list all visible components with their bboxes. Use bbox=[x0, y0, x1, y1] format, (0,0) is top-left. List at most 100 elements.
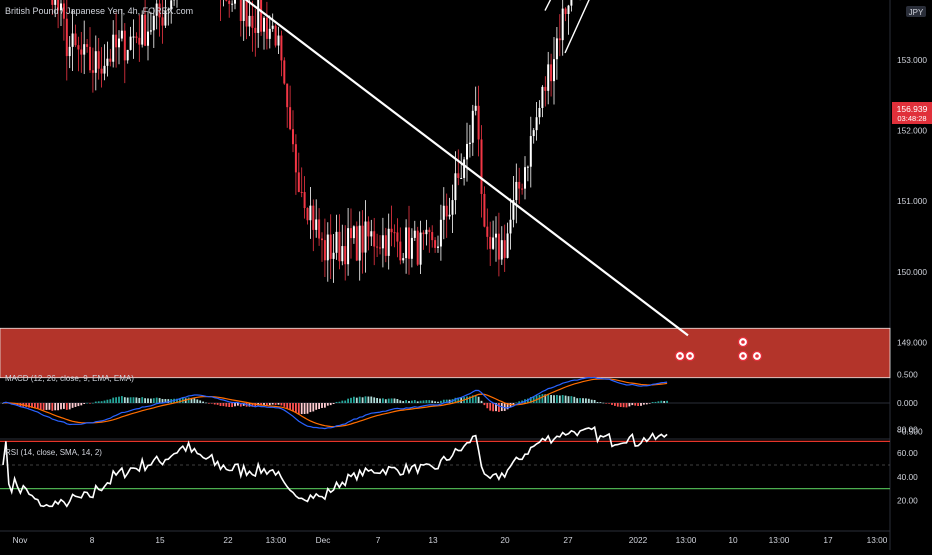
time-tick-label: 8 bbox=[90, 535, 95, 545]
macd-histogram-bar bbox=[83, 403, 85, 404]
candle-body bbox=[324, 240, 326, 260]
rsi-label[interactable]: RSI (14, close, SMA, 14, 2) bbox=[5, 448, 102, 457]
candle-body bbox=[95, 51, 97, 73]
candle-body bbox=[460, 178, 462, 179]
event-marker-dot bbox=[688, 354, 692, 358]
price-tick-label: 151.000 bbox=[897, 196, 927, 206]
macd-histogram-bar bbox=[588, 399, 590, 403]
macd-histogram-bar bbox=[600, 402, 602, 403]
candle-body bbox=[382, 235, 384, 248]
macd-histogram-bar bbox=[54, 403, 56, 410]
macd-histogram-bar bbox=[208, 403, 210, 404]
macd-histogram-bar bbox=[637, 403, 639, 406]
candle-body bbox=[405, 227, 407, 258]
macd-histogram-bar bbox=[388, 399, 390, 403]
macd-histogram-bar bbox=[562, 395, 564, 403]
macd-histogram-bar bbox=[663, 401, 665, 403]
macd-histogram-bar bbox=[411, 401, 413, 403]
macd-histogram-bar bbox=[298, 403, 300, 414]
event-marker-icon[interactable] bbox=[752, 351, 761, 360]
candle-body bbox=[475, 106, 477, 111]
macd-histogram-bar bbox=[597, 402, 599, 403]
macd-histogram-bar bbox=[608, 403, 610, 404]
macd-histogram-bar bbox=[107, 400, 109, 403]
candle-body bbox=[423, 233, 425, 235]
symbol-title[interactable]: British Pound / Japanese Yen, 4h, FOREX.… bbox=[5, 6, 193, 16]
macd-histogram-bar bbox=[640, 403, 642, 406]
candle-body bbox=[153, 16, 155, 31]
macd-histogram-bar bbox=[634, 403, 636, 406]
candle-body bbox=[292, 129, 294, 144]
last-price-tag: 156.939 03:48:28 bbox=[892, 102, 932, 124]
event-marker-icon[interactable] bbox=[675, 351, 684, 360]
candle-body bbox=[565, 9, 567, 14]
candle-body bbox=[127, 50, 129, 60]
time-tick-label: 13:00 bbox=[867, 535, 888, 545]
candle-body bbox=[118, 39, 120, 48]
macd-tick-label: 0.500 bbox=[897, 370, 918, 380]
candle-body bbox=[327, 235, 329, 261]
candle-body bbox=[330, 235, 332, 259]
candle-body bbox=[530, 136, 532, 167]
macd-histogram-bar bbox=[399, 400, 401, 403]
candle-body bbox=[515, 182, 517, 200]
macd-histogram-bar bbox=[92, 403, 94, 404]
macd-histogram-bar bbox=[115, 397, 117, 403]
candle-body bbox=[115, 35, 117, 48]
candle-body bbox=[266, 18, 268, 39]
macd-histogram-bar bbox=[136, 397, 138, 403]
macd-histogram-bar bbox=[339, 402, 341, 403]
macd-histogram-bar bbox=[385, 399, 387, 403]
candle-body bbox=[486, 227, 488, 237]
candle-body bbox=[133, 37, 135, 38]
macd-histogram-bar bbox=[489, 403, 491, 411]
macd-histogram-bar bbox=[481, 401, 483, 403]
candle-body bbox=[376, 247, 378, 248]
macd-histogram-bar bbox=[330, 403, 332, 405]
macd-histogram-bar bbox=[426, 400, 428, 403]
macd-histogram-bar bbox=[40, 403, 42, 410]
candle-body bbox=[544, 87, 546, 91]
time-tick-label: 2022 bbox=[629, 535, 648, 545]
candle-body bbox=[304, 192, 306, 208]
macd-histogram-bar bbox=[147, 398, 149, 403]
macd-histogram-bar bbox=[310, 403, 312, 412]
event-marker-dot bbox=[678, 354, 682, 358]
macd-histogram-bar bbox=[341, 401, 343, 403]
macd-histogram-bar bbox=[144, 398, 146, 403]
candle-body bbox=[257, 0, 259, 33]
macd-histogram-bar bbox=[394, 398, 396, 403]
macd-histogram-bar bbox=[658, 401, 660, 403]
time-tick-label: Nov bbox=[13, 535, 29, 545]
macd-histogram-bar bbox=[43, 403, 45, 410]
event-marker-icon[interactable] bbox=[738, 337, 747, 346]
candle-body bbox=[495, 234, 497, 238]
macd-histogram-bar bbox=[420, 401, 422, 403]
macd-histogram-bar bbox=[373, 397, 375, 403]
macd-histogram-bar bbox=[159, 398, 161, 403]
macd-histogram-bar bbox=[98, 401, 100, 403]
macd-histogram-bar bbox=[109, 399, 111, 403]
candle-body bbox=[402, 258, 404, 260]
macd-histogram-bar bbox=[80, 403, 82, 405]
candle-body bbox=[570, 0, 572, 6]
candle-body bbox=[54, 0, 56, 5]
macd-histogram-bar bbox=[579, 398, 581, 403]
candle-body bbox=[556, 38, 558, 59]
candle-body bbox=[550, 64, 552, 81]
candle-body bbox=[80, 49, 82, 54]
time-tick-label: 13:00 bbox=[266, 535, 287, 545]
event-marker-icon[interactable] bbox=[685, 351, 694, 360]
candle-body bbox=[309, 206, 311, 221]
candle-body bbox=[298, 172, 300, 192]
event-marker-icon[interactable] bbox=[738, 351, 747, 360]
candle-body bbox=[457, 173, 459, 178]
macd-histogram-bar bbox=[553, 395, 555, 403]
candle-body bbox=[472, 111, 474, 143]
candle-body bbox=[428, 230, 430, 232]
macd-label[interactable]: MACD (12, 26, close, 9, EMA, EMA) bbox=[5, 374, 134, 383]
candle-body bbox=[350, 228, 352, 238]
macd-histogram-bar bbox=[547, 394, 549, 403]
candle-body bbox=[420, 233, 422, 265]
